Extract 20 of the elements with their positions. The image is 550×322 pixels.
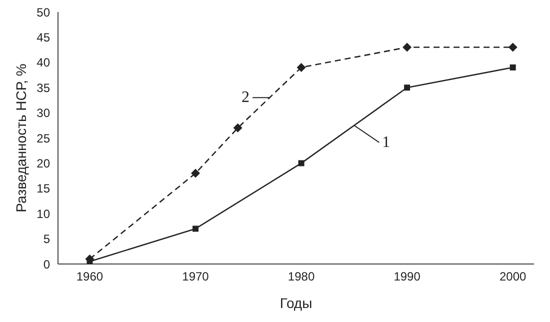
x-tick-label: 1970: [182, 270, 210, 284]
x-tick-label: 1980: [288, 270, 315, 284]
x-tick-label: 2000: [499, 270, 527, 284]
y-tick-label: 45: [36, 30, 50, 44]
y-tick-label: 35: [36, 80, 50, 95]
x-tick-label: 1990: [394, 270, 421, 284]
x-axis-title: Годы: [280, 295, 312, 311]
y-tick-label: 5: [43, 232, 50, 246]
annotation: 2: [242, 89, 250, 106]
y-tick-label: 20: [36, 156, 50, 170]
y-axis-title: Разведанность НСР, %: [12, 64, 29, 212]
y-tick-label: 25: [36, 131, 50, 146]
y-tick-label: 40: [36, 56, 50, 70]
y-tick-label: 50: [36, 5, 50, 20]
y-tick-label: 30: [36, 106, 50, 120]
y-tick-label: 10: [36, 206, 50, 221]
x-tick-label: 1960: [76, 270, 104, 284]
y-tick-label: 15: [36, 182, 50, 196]
annotation: 1: [382, 134, 390, 151]
y-tick-label: 0: [43, 257, 50, 272]
